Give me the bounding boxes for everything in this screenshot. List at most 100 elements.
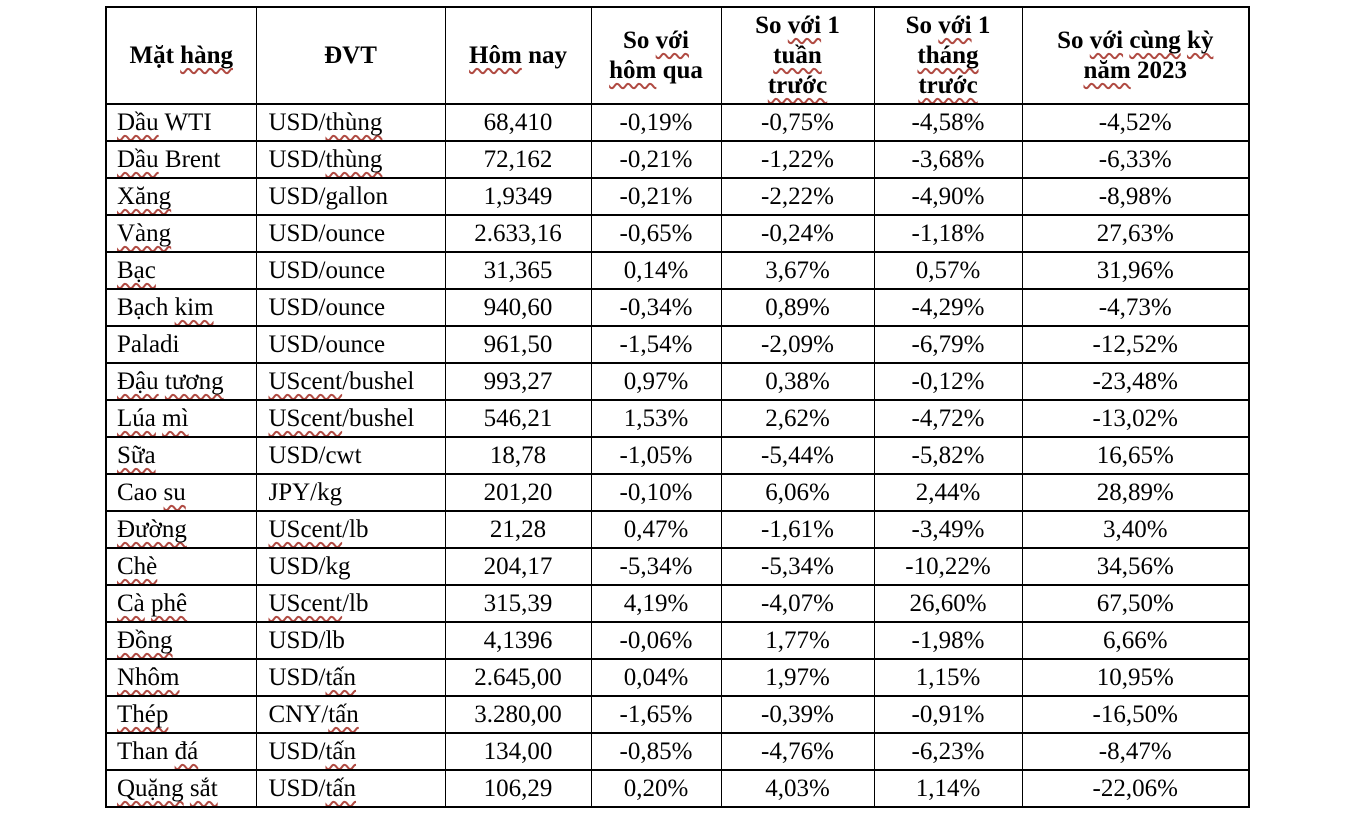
cell-unit: USD/tấn bbox=[255, 732, 446, 771]
cell-vs-week: 6,06% bbox=[720, 473, 875, 512]
misspelled-word: thùng bbox=[325, 108, 383, 136]
text-segment: /lb bbox=[342, 589, 369, 617]
table-row-bach-kim: Bạch kim USD/ounce 940,60 -0,34% 0,89% -4,29%… bbox=[105, 288, 1250, 327]
table-row-ca-phe: Cà phê UScent/lb 315,39 4,19% -4,07% 26,60% 67… bbox=[105, 584, 1250, 623]
misspelled-word: kim bbox=[174, 293, 214, 321]
misspelled-word: Đường bbox=[117, 515, 187, 543]
text-segment: /bushel bbox=[342, 367, 415, 395]
cell-unit: UScent/bushel bbox=[255, 399, 446, 438]
misspelled-word: sắt bbox=[189, 774, 218, 802]
cell-vs-2023: 3,40% bbox=[1021, 510, 1250, 549]
cell-today: 1,9349 bbox=[444, 177, 592, 216]
cell-commodity-name: Lúa mì bbox=[105, 399, 257, 438]
cell-vs-week: -0,39% bbox=[720, 695, 875, 734]
text-segment: 1 bbox=[821, 11, 840, 39]
cell-unit: UScent/lb bbox=[255, 510, 446, 549]
cell-vs-month: -6,23% bbox=[873, 732, 1023, 771]
cell-vs-2023: 67,50% bbox=[1021, 584, 1250, 623]
cell-unit: USD/tấn bbox=[255, 769, 446, 808]
cell-vs-week: 4,03% bbox=[720, 769, 875, 808]
cell-commodity-name: Dầu WTI bbox=[105, 103, 257, 142]
text-segment: USD/ounce bbox=[268, 219, 386, 247]
cell-vs-month: -3,68% bbox=[873, 140, 1023, 179]
cell-today: 204,17 bbox=[444, 547, 592, 586]
cell-unit: UScent/lb bbox=[255, 584, 446, 623]
table-row-sua: Sữa USD/cwt 18,78 -1,05% -5,44% -5,82% 16,65% bbox=[105, 436, 1250, 475]
cell-vs-yesterday: -0,85% bbox=[590, 732, 722, 771]
text-segment: Mặt bbox=[129, 41, 181, 69]
header-so-voi-1-tuan-truoc: So với 1 tuần trước bbox=[720, 6, 875, 105]
cell-today: 4,1396 bbox=[444, 621, 592, 660]
cell-vs-month: 26,60% bbox=[873, 584, 1023, 623]
cell-commodity-name: Bạc bbox=[105, 251, 257, 290]
table-row-bac: Bạc USD/ounce 31,365 0,14% 3,67% 0,57% 31,96% bbox=[105, 251, 1250, 290]
misspelled-word: tấn bbox=[325, 663, 357, 691]
cell-vs-week: 1,97% bbox=[720, 658, 875, 697]
cell-vs-yesterday: -0,21% bbox=[590, 177, 722, 216]
cell-unit: USD/thùng bbox=[255, 140, 446, 179]
table-row-dau-tuong: Đậu tương UScent/bushel 993,27 0,97% 0,38% -0… bbox=[105, 362, 1250, 401]
cell-vs-month: -0,12% bbox=[873, 362, 1023, 401]
cell-unit: USD/gallon bbox=[255, 177, 446, 216]
cell-today: 21,28 bbox=[444, 510, 592, 549]
misspelled-word: UScent bbox=[268, 404, 343, 432]
misspelled-word: hàng bbox=[180, 41, 233, 69]
misspelled-word: tương bbox=[164, 367, 224, 395]
misspelled-word: năm bbox=[1083, 56, 1131, 84]
cell-vs-month: -1,18% bbox=[873, 214, 1023, 253]
text-segment: USD/ bbox=[268, 774, 326, 802]
cell-vs-2023: 34,56% bbox=[1021, 547, 1250, 586]
text-segment: qua bbox=[656, 56, 703, 84]
misspelled-word: hôm bbox=[609, 56, 657, 84]
text-segment: WTI bbox=[158, 108, 212, 136]
table-body: Dầu WTI USD/thùng 68,410 -0,19% -0,75% -4,58%… bbox=[105, 103, 1250, 808]
misspelled-word: Đậu bbox=[117, 367, 159, 395]
misspelled-word: Nhôm bbox=[117, 663, 180, 691]
cell-commodity-name: Vàng bbox=[105, 214, 257, 253]
header-hom-nay: Hôm nay bbox=[444, 6, 592, 105]
cell-commodity-name: Quặng sắt bbox=[105, 769, 257, 808]
cell-vs-2023: 6,66% bbox=[1021, 621, 1250, 660]
cell-today: 31,365 bbox=[444, 251, 592, 290]
text-segment: Brent bbox=[158, 145, 221, 173]
cell-commodity-name: Than đá bbox=[105, 732, 257, 771]
misspelled-word: tuần bbox=[773, 41, 822, 69]
cell-unit: USD/tấn bbox=[255, 658, 446, 697]
misspelled-word: Đồng bbox=[117, 626, 173, 654]
cell-vs-yesterday: -0,65% bbox=[590, 214, 722, 253]
cell-vs-week: -5,44% bbox=[720, 436, 875, 475]
text-segment: USD/ounce bbox=[268, 293, 386, 321]
text-segment: /lb bbox=[342, 515, 369, 543]
table-row-vang: Vàng USD/ounce 2.633,16 -0,65% -0,24% -1,18% 2… bbox=[105, 214, 1250, 253]
cell-vs-yesterday: 1,53% bbox=[590, 399, 722, 438]
cell-vs-yesterday: -1,65% bbox=[590, 695, 722, 734]
text-segment: USD/ bbox=[268, 108, 326, 136]
text-segment: Than bbox=[117, 737, 175, 765]
misspelled-word: tấn bbox=[325, 737, 357, 765]
header-so-voi-hom-qua: So với hôm qua bbox=[590, 6, 722, 105]
cell-vs-yesterday: -0,19% bbox=[590, 103, 722, 142]
cell-today: 2.633,16 bbox=[444, 214, 592, 253]
cell-today: 3.280,00 bbox=[444, 695, 592, 734]
header-so-voi-cung-ky-nam-2023: So với cùng kỳ năm 2023 bbox=[1021, 6, 1250, 105]
text-segment: Cao bbox=[117, 478, 164, 506]
cell-vs-month: -5,82% bbox=[873, 436, 1023, 475]
cell-vs-month: -4,90% bbox=[873, 177, 1023, 216]
cell-vs-week: -2,22% bbox=[720, 177, 875, 216]
cell-vs-month: -3,49% bbox=[873, 510, 1023, 549]
cell-unit: USD/ounce bbox=[255, 288, 446, 327]
cell-today: 315,39 bbox=[444, 584, 592, 623]
text-segment: So bbox=[623, 26, 656, 54]
misspelled-word: đá bbox=[174, 737, 199, 765]
cell-vs-week: -2,09% bbox=[720, 325, 875, 364]
cell-vs-yesterday: 0,14% bbox=[590, 251, 722, 290]
table-row-paladi: Paladi USD/ounce 961,50 -1,54% -2,09% -6,79% -… bbox=[105, 325, 1250, 364]
cell-vs-week: -5,34% bbox=[720, 547, 875, 586]
cell-vs-yesterday: -0,34% bbox=[590, 288, 722, 327]
cell-unit: USD/ounce bbox=[255, 325, 446, 364]
misspelled-word: phê bbox=[151, 589, 188, 617]
cell-vs-yesterday: -5,34% bbox=[590, 547, 722, 586]
cell-unit: USD/lb bbox=[255, 621, 446, 660]
